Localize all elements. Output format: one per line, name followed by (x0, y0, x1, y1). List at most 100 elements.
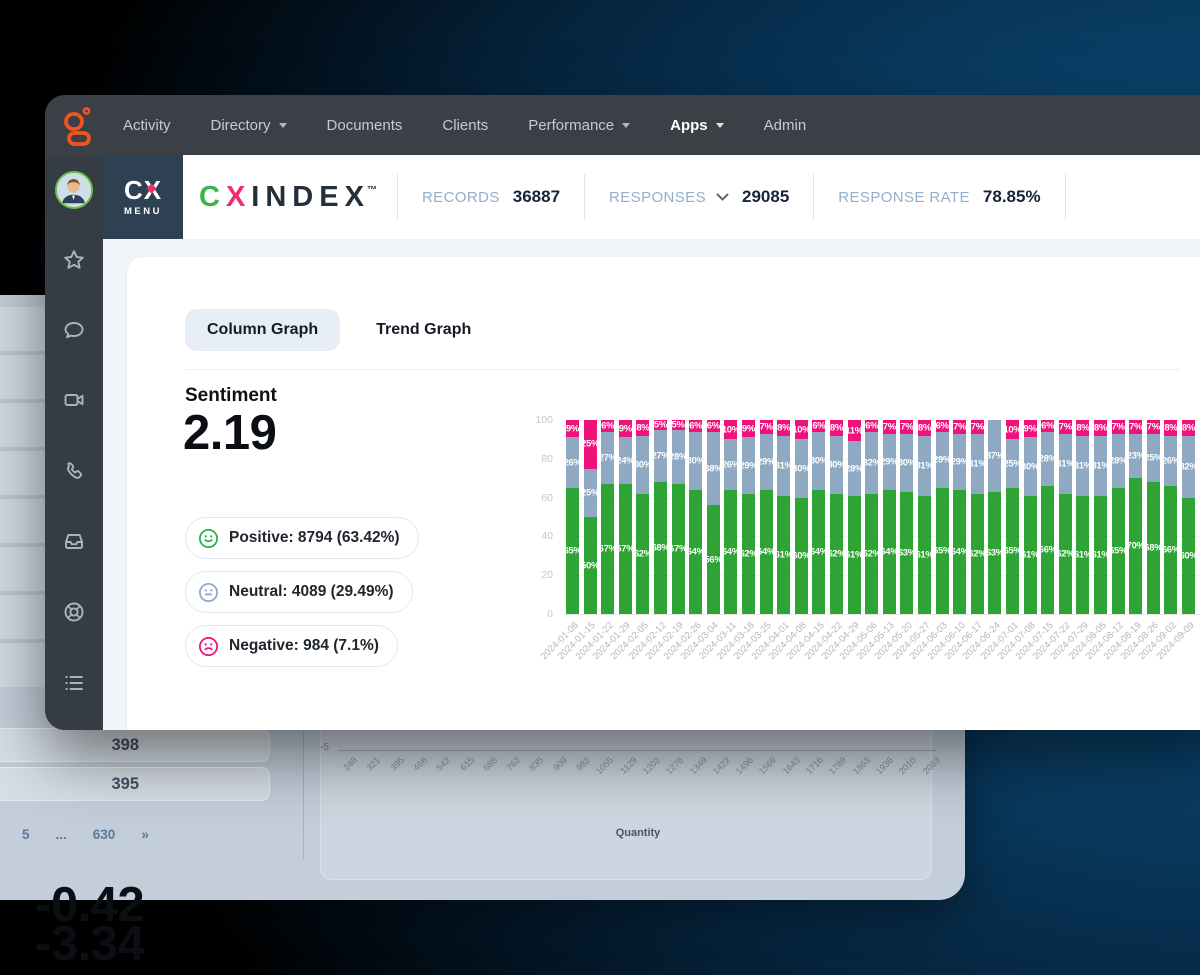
bar-segment-label: 25% (1003, 458, 1022, 470)
bar-segment-label: 30% (686, 455, 705, 467)
segment-positive: 65% (563, 487, 582, 614)
nav-item-label: Admin (763, 116, 807, 134)
segment-negative: 7% (953, 420, 967, 434)
segment-neutral: 27% (599, 431, 617, 485)
bar-segment-label: 32% (1179, 461, 1198, 473)
bar-segment-label: 8% (636, 422, 650, 434)
segment-negative: 6% (865, 420, 879, 432)
bar-segment-label: 28% (1109, 455, 1128, 467)
segment-positive: 61% (1021, 495, 1040, 614)
bar-segment-label: 30% (827, 459, 846, 471)
stat-value: 29085 (742, 187, 790, 206)
sentiment-column-chart: 100 80 60 40 20 0 65% 26% 9% 2024-01-08 50% 25% 25%… (505, 412, 1200, 697)
left-sidebar (45, 155, 103, 730)
bar-2024-05-06: 62% 32% 6% (862, 420, 881, 614)
segment-positive: 64% (757, 489, 775, 614)
bar-2024-06-03: 65% 29% 6% (933, 420, 952, 614)
gridline (563, 420, 1200, 421)
avatar[interactable] (55, 171, 93, 209)
bar-segment-label: 5% (653, 419, 668, 431)
chart-plot: 65% 26% 9% 2024-01-08 50% 25% 25% 2024-01-15 67%… (538, 419, 1200, 662)
bar-segment-label: 11% (845, 425, 863, 437)
cx-menu-label: MENU (124, 206, 162, 217)
segment-positive: 61% (1091, 495, 1110, 614)
segment-neutral: 28% (845, 441, 863, 496)
nav-item-documents[interactable]: Documents (327, 117, 403, 134)
segment-neutral: 31% (775, 435, 793, 496)
segment-neutral: 26% (1162, 435, 1180, 486)
bar-segment-label: 26% (563, 457, 582, 469)
pagination-item-[interactable]: » (141, 827, 149, 842)
tab-column-graph[interactable]: Column Graph (185, 309, 341, 351)
bar-2024-08-19: 70% 23% 7% (1127, 420, 1145, 614)
bar-segment-label: 61% (915, 549, 934, 561)
phone-icon[interactable] (62, 459, 86, 483)
segment-positive: 64% (687, 489, 705, 614)
segment-neutral: 29% (739, 437, 758, 494)
cx-menu-button[interactable]: CX MENU (103, 155, 183, 239)
segment-positive: 62% (739, 493, 758, 614)
nav-item-clients[interactable]: Clients (442, 117, 488, 134)
bar-segment-label: 31% (1091, 460, 1110, 472)
segment-neutral: 31% (1056, 433, 1075, 494)
segment-positive: 65% (933, 487, 952, 614)
nav-item-activity[interactable]: Activity (123, 117, 171, 134)
bar-2024-01-22: 67% 27% 6% (598, 420, 617, 614)
stat-responses[interactable]: RESPONSES 29085 (584, 174, 813, 220)
bar-2024-03-25: 64% 29% 7% (757, 420, 775, 614)
segment-negative: 8% (1182, 420, 1195, 436)
chevron-down-icon (715, 122, 724, 128)
segment-positive: 62% (968, 493, 987, 614)
segment-negative: 7% (971, 420, 984, 434)
bar-2024-04-08: 60% 30% 10% (792, 420, 811, 614)
nav-item-performance[interactable]: Performance (528, 117, 631, 134)
bar-2024-04-22: 62% 30% 8% (827, 420, 846, 614)
bar-2024-07-08: 61% 30% 9% (1021, 420, 1040, 614)
bar-segment-label: 63% (897, 547, 916, 559)
chevron-down-icon[interactable] (716, 193, 729, 202)
chat-bubble-icon[interactable] (62, 318, 86, 342)
segment-neutral: 31% (1074, 435, 1092, 496)
nav-item-admin[interactable]: Admin (764, 117, 807, 134)
bar-segment-label: 65% (933, 545, 952, 557)
segment-negative: 10% (721, 420, 740, 440)
inbox-tray-icon[interactable] (62, 529, 86, 553)
pagination-item-[interactable]: ... (55, 827, 67, 842)
pagination-item-630[interactable]: 630 (92, 827, 116, 842)
bar-2024-07-15: 66% 28% 6% (1038, 420, 1057, 614)
segment-negative: 5% (672, 419, 685, 430)
tab-trend-graph[interactable]: Trend Graph (376, 321, 472, 338)
segment-negative: 8% (1094, 420, 1107, 436)
bar-segment-label: 29% (739, 460, 758, 472)
bar-segment-label: 10% (721, 424, 740, 436)
bar-segment-label: 61% (1021, 549, 1040, 561)
segment-neutral: 37% (986, 420, 1004, 492)
bar-segment-label: 66% (1038, 544, 1057, 556)
bar-segment-label: 63% (985, 547, 1004, 559)
bar-segment-label: 67% (598, 543, 617, 555)
bar-segment-label: 62% (862, 548, 881, 560)
nav-item-label: Clients (442, 116, 489, 134)
bar-segment-label: 50% (581, 560, 600, 571)
segment-neutral: 25% (1144, 433, 1163, 483)
pagination-item-5[interactable]: 5 (22, 827, 30, 842)
video-camera-icon[interactable] (62, 388, 86, 412)
app-logo-icon[interactable] (62, 104, 96, 146)
bar-2024-08-26: 68% 25% 7% (1144, 420, 1163, 614)
nav-item-directory[interactable]: Directory (211, 117, 287, 134)
nav-item-label: Activity (123, 116, 171, 134)
bar-segment-label: 30% (897, 457, 916, 469)
app-header: CX MENU CXINDEX™ RECORDS 36887 RESPONSES 29… (103, 155, 1200, 239)
nav-item-apps[interactable]: Apps (670, 117, 724, 134)
star-icon[interactable] (62, 248, 86, 272)
background-divider (303, 725, 304, 860)
bar-segment-label: 56% (704, 554, 723, 566)
tabs-divider (185, 369, 1180, 370)
bar-segment-label: 9% (565, 423, 580, 435)
bar-segment-label: 10% (792, 424, 811, 436)
life-buoy-icon[interactable] (62, 600, 86, 624)
chevron-down-icon (278, 122, 287, 128)
segment-positive: 67% (598, 484, 617, 614)
list-icon[interactable] (62, 671, 86, 695)
background-axis-title: Quantity (615, 827, 661, 839)
